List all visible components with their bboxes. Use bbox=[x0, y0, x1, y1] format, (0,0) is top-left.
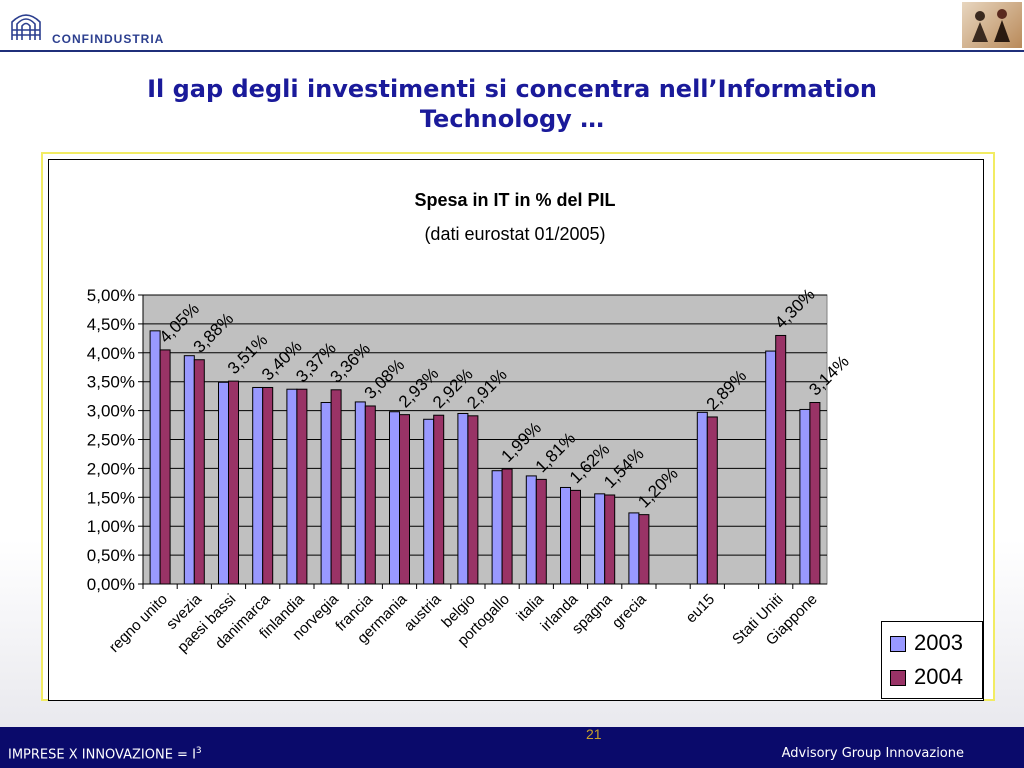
slide-title-line1: Il gap degli investimenti si concentra n… bbox=[147, 75, 877, 103]
bar-2004 bbox=[364, 405, 376, 585]
bar-2004 bbox=[330, 389, 342, 585]
bar-2003 bbox=[457, 412, 469, 585]
bar-2003 bbox=[252, 386, 264, 585]
footer-left-text: IMPRESE X INNOVAZIONE = I3 bbox=[8, 746, 202, 762]
legend-label-2003: 2003 bbox=[914, 630, 963, 655]
bar-2003 bbox=[525, 475, 537, 585]
footer-left-prefix: IMPRESE X INNOVAZIONE = I bbox=[8, 747, 196, 763]
chart-legend: 2003 2004 bbox=[881, 621, 983, 699]
y-tick-label: 5,00% bbox=[87, 286, 135, 305]
bar-2003 bbox=[765, 350, 777, 585]
bar-2003 bbox=[149, 330, 161, 585]
bar-2004 bbox=[296, 388, 308, 585]
legend-label-2004: 2004 bbox=[914, 664, 963, 689]
y-tick-label: 4,00% bbox=[87, 344, 135, 363]
bar-2003 bbox=[491, 470, 503, 585]
chart-subtitle: (dati eurostat 01/2005) bbox=[424, 224, 606, 244]
y-tick-label: 2,00% bbox=[87, 459, 135, 478]
y-tick-label: 4,50% bbox=[87, 315, 135, 334]
bar-2004 bbox=[570, 489, 581, 585]
x-tick-label: eu15 bbox=[683, 591, 719, 627]
y-tick-label: 0,00% bbox=[87, 575, 135, 594]
footer-right-text: Advisory Group Innovazione bbox=[781, 746, 964, 761]
y-tick-label: 1,50% bbox=[87, 488, 135, 507]
header-photo bbox=[962, 2, 1022, 48]
confindustria-logo-icon bbox=[11, 14, 41, 40]
bar-2003 bbox=[183, 355, 195, 585]
bar-2004 bbox=[809, 402, 821, 585]
y-tick-label: 2,50% bbox=[87, 431, 135, 450]
bar-2004 bbox=[399, 414, 410, 585]
bar-2003 bbox=[628, 512, 640, 585]
bar-2003 bbox=[594, 493, 606, 585]
slide-title: Il gap degli investimenti si concentra n… bbox=[80, 74, 944, 134]
bar-2004 bbox=[604, 494, 616, 585]
bar-2004 bbox=[535, 478, 547, 585]
bar-2003 bbox=[320, 402, 332, 585]
bar-2004 bbox=[467, 415, 479, 585]
bar-2003 bbox=[696, 411, 708, 585]
bar-2003 bbox=[286, 388, 298, 585]
slide-footer bbox=[0, 727, 1024, 768]
bar-2003 bbox=[423, 418, 435, 585]
bar-2003 bbox=[354, 401, 366, 585]
legend-item-2003: 2003 bbox=[890, 628, 963, 658]
y-tick-label: 0,50% bbox=[87, 546, 135, 565]
x-tick-label: grecia bbox=[609, 590, 650, 631]
slide-header: CONFINDUSTRIA bbox=[0, 0, 1024, 52]
bar-2004 bbox=[501, 468, 513, 585]
bar-2004 bbox=[159, 349, 171, 585]
x-tick-label: regno unito bbox=[106, 591, 171, 656]
bar-2004 bbox=[193, 359, 205, 585]
legend-item-2004: 2004 bbox=[890, 662, 963, 692]
legend-swatch-2003 bbox=[890, 636, 906, 653]
bar-2003 bbox=[389, 411, 400, 585]
bar-2003 bbox=[799, 408, 811, 585]
legend-swatch-2004 bbox=[890, 670, 906, 687]
footer-left-superscript: 3 bbox=[195, 746, 202, 756]
slide-title-line2: Technology … bbox=[419, 105, 605, 133]
bar-2004 bbox=[433, 414, 445, 585]
bar-2004 bbox=[706, 416, 718, 585]
y-tick-label: 1,00% bbox=[87, 517, 135, 536]
page-number: 21 bbox=[586, 726, 602, 742]
bar-2004 bbox=[262, 386, 274, 585]
y-tick-label: 3,50% bbox=[87, 373, 135, 392]
bar-2004 bbox=[228, 380, 239, 585]
header-divider bbox=[0, 50, 1024, 52]
bar-2004 bbox=[638, 514, 650, 585]
logo-text: CONFINDUSTRIA bbox=[52, 32, 165, 46]
bar-2003 bbox=[218, 381, 229, 585]
bar-2003 bbox=[560, 486, 571, 585]
y-tick-label: 3,00% bbox=[87, 402, 135, 421]
bar-2004 bbox=[775, 334, 787, 585]
x-tick-label: austria bbox=[401, 590, 445, 634]
chart-title: Spesa in IT in % del PIL bbox=[414, 190, 616, 210]
